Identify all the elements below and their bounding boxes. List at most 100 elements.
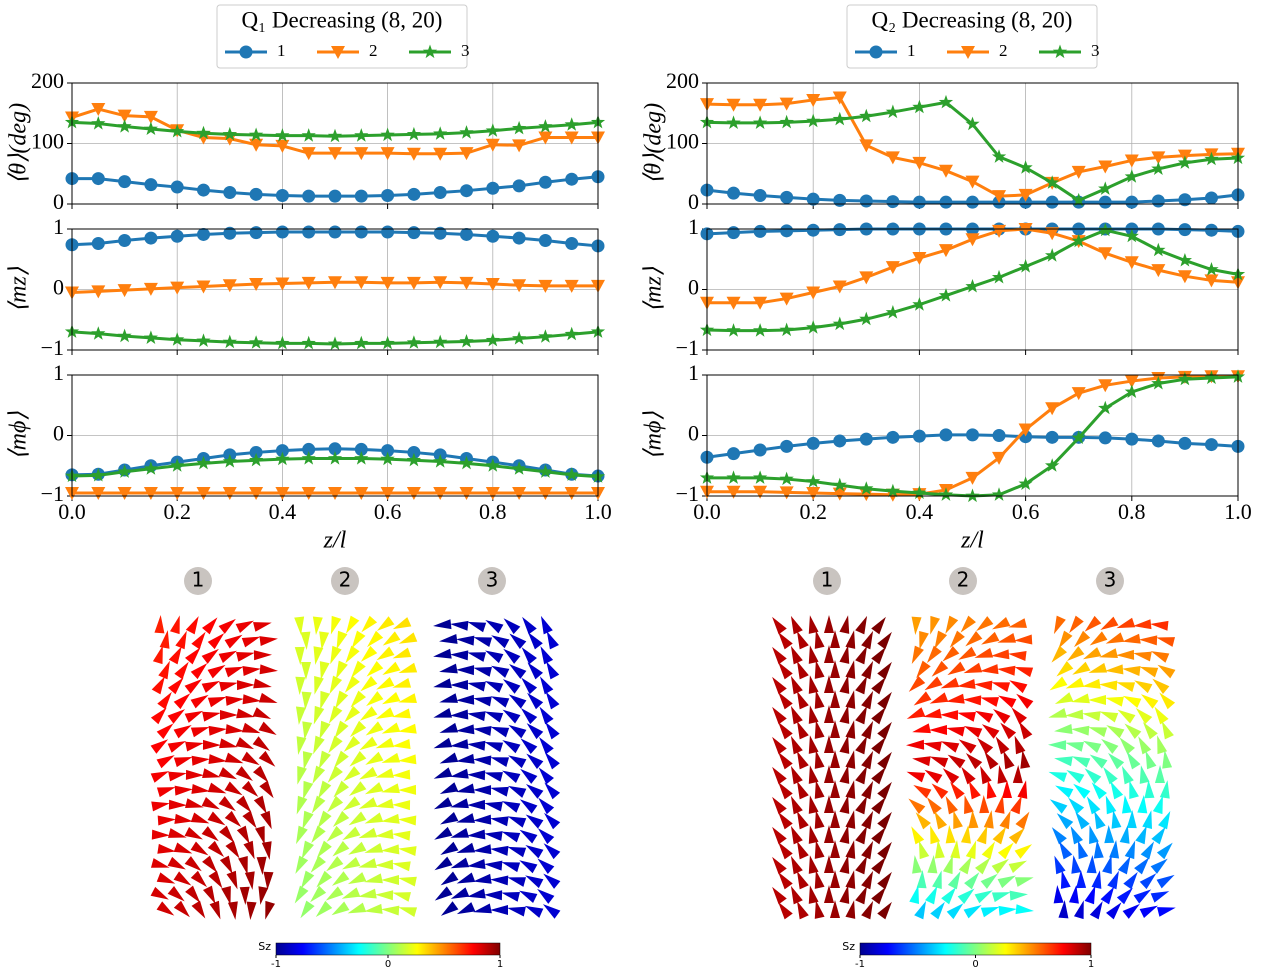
marker [196, 333, 211, 347]
cone [263, 871, 274, 890]
cone [502, 740, 521, 754]
cone [332, 810, 350, 828]
cone [252, 707, 272, 720]
cone [253, 650, 272, 661]
marker [938, 288, 954, 302]
cone [173, 693, 191, 710]
cone [772, 886, 787, 905]
cone [1116, 887, 1133, 905]
cone [861, 660, 874, 680]
marker [859, 432, 873, 446]
cone [998, 695, 1017, 709]
marker [118, 233, 132, 247]
cone [942, 645, 960, 662]
cone [997, 875, 1016, 889]
x-tick-label: 0.0 [58, 499, 86, 524]
cone [190, 726, 210, 738]
cone [537, 888, 555, 904]
cone [1048, 708, 1068, 718]
marker [143, 461, 158, 475]
cone [845, 840, 856, 859]
marker [485, 486, 500, 500]
cone [1117, 709, 1136, 724]
cone [207, 664, 226, 679]
cone [1100, 886, 1115, 905]
marker [222, 454, 237, 468]
cone [1008, 618, 1027, 628]
cone [439, 693, 458, 703]
cone [1109, 840, 1120, 859]
marker [538, 119, 553, 133]
cone [467, 829, 486, 840]
cone [1077, 840, 1089, 860]
cone [167, 709, 186, 724]
marker [966, 195, 979, 209]
cone [1059, 841, 1073, 860]
cone [1051, 645, 1068, 663]
cone [929, 692, 949, 704]
cone [259, 636, 278, 647]
cone [1142, 722, 1158, 740]
cone [190, 812, 210, 824]
cone [473, 873, 492, 884]
y-axis-label: ⟨θ⟩(deg) [641, 103, 667, 184]
marker [965, 116, 980, 131]
cone [855, 825, 868, 845]
marker [381, 444, 395, 458]
cone [1056, 813, 1074, 830]
cone [484, 680, 504, 693]
marker [726, 470, 741, 484]
marker [779, 471, 794, 486]
marker [1204, 223, 1218, 237]
marker [460, 184, 473, 198]
cone [1088, 662, 1108, 673]
cone [976, 616, 994, 632]
marker [912, 156, 927, 170]
marker [833, 193, 847, 207]
cone [433, 648, 452, 659]
cone [344, 705, 361, 723]
cone [156, 787, 176, 798]
cone [335, 690, 349, 709]
cone [1152, 795, 1163, 815]
cone [778, 901, 793, 920]
marker [780, 190, 794, 204]
cone [326, 856, 344, 872]
cone [150, 886, 169, 900]
cone [539, 706, 554, 725]
cone [839, 615, 850, 634]
cone [855, 645, 868, 665]
marker [301, 276, 316, 290]
marker [1045, 248, 1060, 262]
cone [490, 786, 509, 797]
marker [832, 316, 847, 331]
marker [460, 227, 473, 241]
cone [845, 660, 856, 679]
cone [808, 795, 819, 814]
legend-label: 1 [277, 41, 286, 60]
marker [143, 282, 158, 296]
marker [1177, 371, 1192, 386]
cone [1139, 873, 1157, 890]
cone [456, 635, 475, 646]
cone [772, 616, 787, 635]
cone [790, 765, 803, 785]
marker [565, 172, 579, 186]
cone [190, 663, 208, 680]
cone [376, 646, 395, 661]
cone [156, 872, 176, 884]
cone [1157, 664, 1176, 679]
marker [433, 486, 448, 500]
cone [207, 633, 225, 650]
marker [249, 138, 264, 152]
marker [806, 192, 820, 206]
marker [806, 486, 821, 500]
cone [861, 780, 874, 800]
cone [1105, 632, 1125, 644]
cone [1157, 735, 1168, 755]
cone [1054, 692, 1074, 705]
cone [219, 825, 235, 843]
marker [249, 486, 264, 500]
marker [407, 226, 421, 240]
cone [159, 630, 170, 649]
